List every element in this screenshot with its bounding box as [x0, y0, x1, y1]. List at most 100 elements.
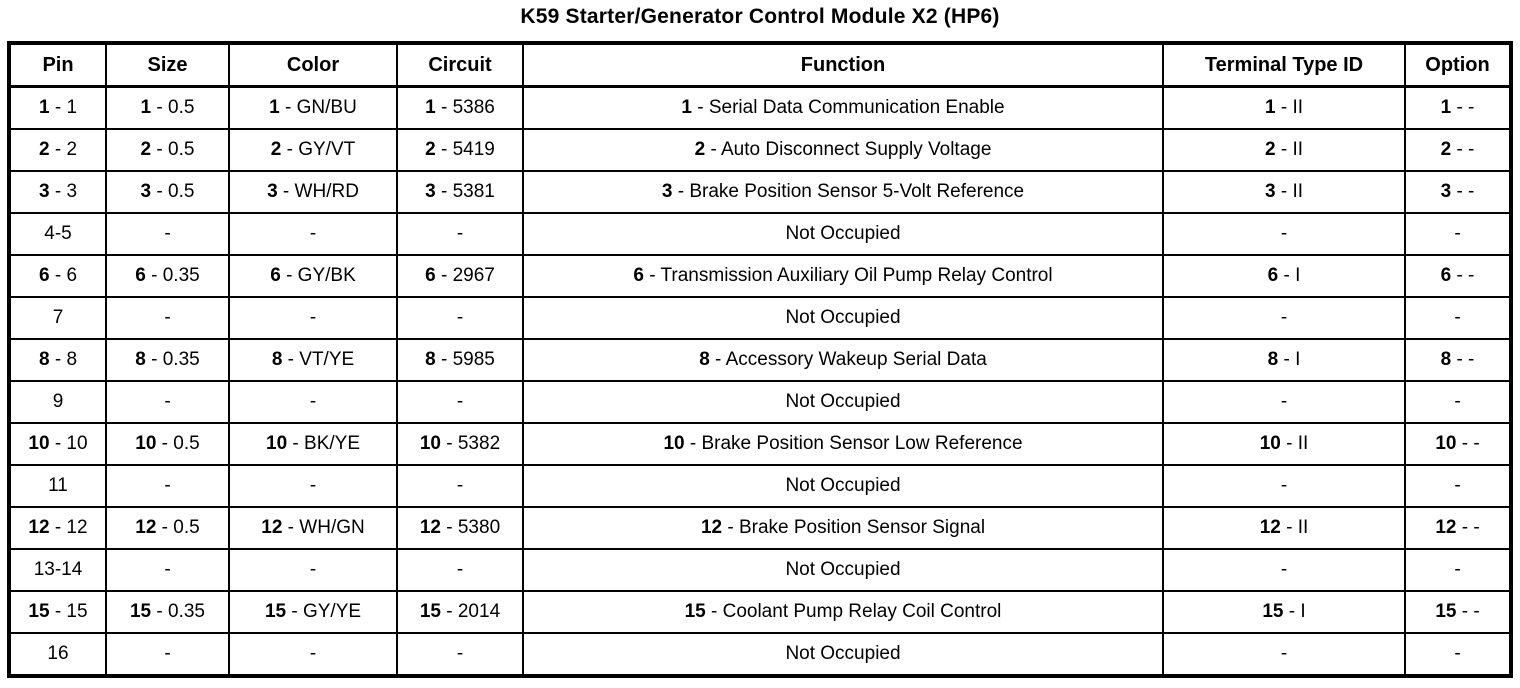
cell-circuit: 12 - 5380 [396, 506, 524, 550]
cell-circuit: - [396, 632, 524, 677]
cell-size: 3 - 0.5 [105, 170, 230, 214]
cell-color: - [228, 548, 398, 592]
cell-pin: 15 - 15 [8, 590, 107, 634]
cell-function: 15 - Coolant Pump Relay Coil Control [522, 590, 1164, 634]
column-header-color: Color [228, 42, 398, 88]
cell-size: 2 - 0.5 [105, 128, 230, 172]
cell-option: - [1404, 380, 1512, 424]
cell-option: - [1404, 632, 1512, 677]
cell-option: 15 - - [1404, 590, 1512, 634]
cell-terminal: - [1162, 632, 1406, 677]
cell-color: 8 - VT/YE [228, 338, 398, 382]
column-header-size: Size [105, 42, 230, 88]
cell-circuit: - [396, 296, 524, 340]
cell-terminal: - [1162, 212, 1406, 256]
cell-pin: 7 [8, 296, 107, 340]
table-row: 11- - - Not Occupied - - [8, 464, 1512, 508]
cell-circuit: 6 - 2967 [396, 254, 524, 298]
table-row: 9- - - Not Occupied - - [8, 380, 1512, 424]
cell-terminal: - [1162, 464, 1406, 508]
cell-size: 15 - 0.35 [105, 590, 230, 634]
cell-pin: 4-5 [8, 212, 107, 256]
cell-terminal: 3 - II [1162, 170, 1406, 214]
cell-option: 1 - - [1404, 85, 1512, 130]
cell-circuit: 15 - 2014 [396, 590, 524, 634]
cell-pin: 9 [8, 380, 107, 424]
cell-color: 2 - GY/VT [228, 128, 398, 172]
column-header-terminal-type-id: Terminal Type ID [1162, 42, 1406, 88]
cell-function: 3 - Brake Position Sensor 5-Volt Referen… [522, 170, 1164, 214]
cell-function: Not Occupied [522, 212, 1164, 256]
cell-terminal: - [1162, 548, 1406, 592]
cell-pin: 2 - 2 [8, 128, 107, 172]
cell-pin: 11 [8, 464, 107, 508]
cell-pin: 12 - 12 [8, 506, 107, 550]
cell-circuit: - [396, 380, 524, 424]
cell-function: 2 - Auto Disconnect Supply Voltage [522, 128, 1164, 172]
cell-function: 8 - Accessory Wakeup Serial Data [522, 338, 1164, 382]
cell-size: 10 - 0.5 [105, 422, 230, 466]
cell-color: 10 - BK/YE [228, 422, 398, 466]
cell-circuit: 1 - 5386 [396, 85, 524, 130]
cell-option: 2 - - [1404, 128, 1512, 172]
cell-terminal: - [1162, 296, 1406, 340]
cell-circuit: 2 - 5419 [396, 128, 524, 172]
table-row: 10 - 10 10 - 0.5 10 - BK/YE 10 - 5382 10 - B… [8, 422, 1512, 466]
cell-function: Not Occupied [522, 548, 1164, 592]
cell-circuit: 3 - 5381 [396, 170, 524, 214]
cell-option: - [1404, 212, 1512, 256]
cell-function: Not Occupied [522, 632, 1164, 677]
cell-color: 1 - GN/BU [228, 85, 398, 130]
cell-pin: 16 [8, 632, 107, 677]
pinout-table: Pin Size Color Circuit Function Terminal… [7, 41, 1513, 678]
cell-function: Not Occupied [522, 464, 1164, 508]
cell-option: 10 - - [1404, 422, 1512, 466]
cell-size: - [105, 296, 230, 340]
cell-pin: 1 - 1 [8, 85, 107, 130]
column-header-option: Option [1404, 42, 1512, 88]
cell-terminal: 6 - I [1162, 254, 1406, 298]
cell-option: 8 - - [1404, 338, 1512, 382]
table-row: 13-14- - - Not Occupied - - [8, 548, 1512, 592]
cell-color: - [228, 212, 398, 256]
cell-function: Not Occupied [522, 380, 1164, 424]
cell-function: 12 - Brake Position Sensor Signal [522, 506, 1164, 550]
cell-size: - [105, 212, 230, 256]
cell-option: 6 - - [1404, 254, 1512, 298]
cell-color: 6 - GY/BK [228, 254, 398, 298]
cell-terminal: - [1162, 380, 1406, 424]
cell-terminal: 2 - II [1162, 128, 1406, 172]
column-header-circuit: Circuit [396, 42, 524, 88]
cell-size: 8 - 0.35 [105, 338, 230, 382]
cell-option: - [1404, 548, 1512, 592]
cell-size: 12 - 0.5 [105, 506, 230, 550]
cell-terminal: 8 - I [1162, 338, 1406, 382]
cell-pin: 8 - 8 [8, 338, 107, 382]
cell-color: 3 - WH/RD [228, 170, 398, 214]
cell-function: 1 - Serial Data Communication Enable [522, 85, 1164, 130]
cell-function: 6 - Transmission Auxiliary Oil Pump Rela… [522, 254, 1164, 298]
cell-circuit: - [396, 212, 524, 256]
column-header-function: Function [522, 42, 1164, 88]
table-row: 15 - 15 15 - 0.35 15 - GY/YE 15 - 2014 15 - … [8, 590, 1512, 634]
table-row: 4-5- - - Not Occupied - - [8, 212, 1512, 256]
cell-color: - [228, 632, 398, 677]
cell-terminal: 12 - II [1162, 506, 1406, 550]
cell-size: - [105, 548, 230, 592]
cell-size: 6 - 0.35 [105, 254, 230, 298]
cell-size: - [105, 380, 230, 424]
cell-option: 3 - - [1404, 170, 1512, 214]
pinout-table-header: Pin Size Color Circuit Function Terminal… [8, 42, 1512, 88]
cell-circuit: - [396, 464, 524, 508]
cell-circuit: 10 - 5382 [396, 422, 524, 466]
cell-circuit: 8 - 5985 [396, 338, 524, 382]
cell-option: - [1404, 296, 1512, 340]
cell-size: 1 - 0.5 [105, 85, 230, 130]
cell-circuit: - [396, 548, 524, 592]
page-title: K59 Starter/Generator Control Module X2 … [520, 5, 1000, 28]
